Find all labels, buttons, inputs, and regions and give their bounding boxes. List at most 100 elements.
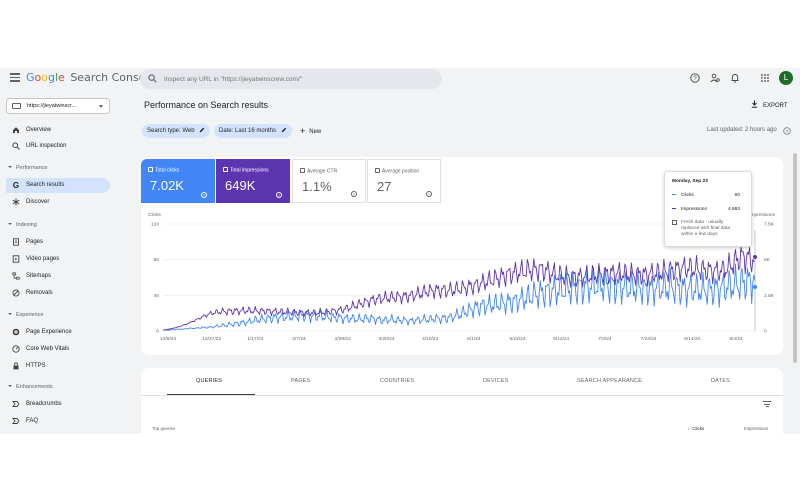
help-icon[interactable]: ? (201, 192, 207, 198)
filter-rows-icon[interactable] (763, 401, 771, 408)
help-icon[interactable]: ? (276, 192, 282, 198)
help-icon[interactable]: ? (351, 191, 357, 197)
x-axis-tick: 6/12/24 (553, 336, 569, 342)
tab-devices[interactable]: DEVICES (483, 378, 509, 384)
manage-users-icon[interactable] (710, 73, 720, 83)
tooltip-date: Monday, Sep 23 (672, 179, 708, 184)
export-button[interactable]: EXPORT (751, 100, 788, 109)
sidebar-item-breadcrumbs[interactable]: Breadcrumbs (6, 397, 110, 412)
tooltip-clicks-label: Clicks (681, 193, 694, 198)
x-axis-tick: 3/20/24 (378, 336, 394, 342)
tab-search-appearance[interactable]: SEARCH APPEARANCE (577, 378, 643, 384)
metric-average-ctr[interactable]: Average CTR 1.1% ? (292, 159, 366, 203)
date-filter-chip[interactable]: Date: Last 16 months (214, 124, 292, 138)
sidebar-section-experience[interactable]: Experience (8, 312, 44, 318)
tab-pages[interactable]: PAGES (291, 378, 311, 384)
sidebar-section-indexing[interactable]: Indexing (8, 222, 37, 228)
x-axis-tick: 12/6/23 (160, 336, 176, 342)
tooltip-clicks-value: 50 (734, 193, 740, 198)
pages-icon (13, 238, 19, 246)
sidebar-item-core-web-vitals[interactable]: Core Web Vitals (6, 342, 110, 357)
svg-text:?: ? (693, 76, 697, 82)
product-logo[interactable]: Google Search Console (26, 71, 156, 84)
tab-queries[interactable]: QUERIES (196, 378, 223, 384)
menu-icon[interactable] (10, 73, 20, 82)
column-header-top-queries[interactable]: Top queries (152, 426, 176, 431)
tab-countries[interactable]: COUNTRIES (380, 378, 415, 384)
sidebar-item-pages[interactable]: Pages (6, 235, 110, 250)
help-icon[interactable]: ? (783, 127, 791, 135)
lock-icon (13, 362, 19, 370)
page-scrollbar[interactable] (793, 153, 797, 363)
search-type-filter-chip[interactable]: Search type: Web (142, 124, 211, 138)
sidebar-section-performance[interactable]: Performance (8, 165, 48, 171)
sidebar-item-https[interactable]: HTTPS (6, 359, 110, 374)
left-axis-tick: 40 (154, 293, 160, 299)
x-axis-tick: 5/22/24 (510, 336, 526, 342)
column-header-clicks[interactable]: ↓ Clicks (687, 426, 705, 431)
tooltip-note-line: replaced with final data (681, 226, 731, 231)
metric-average-position[interactable]: Average position 27 ? (367, 159, 441, 203)
new-filter-button[interactable]: + New (300, 126, 322, 136)
sidebar-item-url-inspection[interactable]: URL inspection (6, 139, 110, 154)
chip-label: Search type: Web (147, 128, 195, 134)
sidebar-item-removals[interactable]: Removals (6, 286, 110, 301)
left-axis-tick: 80 (154, 257, 160, 263)
metric-value: 649K (225, 178, 256, 193)
apps-grid-icon[interactable] (760, 73, 770, 83)
x-axis-tick: 1/17/24 (247, 336, 263, 342)
plus-circle-icon (12, 328, 20, 336)
x-axis-tick: 7/24/24 (641, 336, 657, 342)
svg-text:G: G (13, 181, 19, 189)
checkbox-unchecked-icon[interactable] (300, 168, 305, 173)
url-inspect-search[interactable] (140, 69, 442, 89)
left-axis-label: Clicks (148, 212, 161, 218)
clicks-series-line (163, 263, 756, 331)
sidebar-item-discover[interactable]: Discover (6, 195, 110, 210)
impressions-swatch (672, 207, 676, 209)
sidebar-item-video-pages[interactable]: Video pages (6, 252, 110, 267)
account-avatar[interactable]: L (779, 71, 793, 85)
sidebar-item-label: Core Web Vitals (26, 345, 70, 352)
metric-total-impressions[interactable]: Total impressions 649K ? (216, 159, 290, 203)
property-icon (12, 103, 21, 109)
clicks-swatch (672, 193, 676, 195)
metric-label: Average CTR (307, 168, 338, 175)
edit-pencil-icon (200, 127, 205, 133)
sidebar-item-faq[interactable]: FAQ (6, 414, 110, 429)
sidebar-item-search-results[interactable]: G Search results (6, 178, 110, 193)
sidebar-item-overview[interactable]: Overview (6, 123, 110, 138)
performance-line-chart[interactable]: Clicks Impressions 120 80 40 0 7.5K 5K 2.5K 0 1… (141, 157, 783, 355)
help-icon[interactable]: ? (426, 191, 432, 197)
checkbox-checked-icon[interactable] (223, 167, 228, 172)
help-icon[interactable]: ? (690, 73, 700, 83)
right-axis-tick: 7.5K (764, 222, 775, 228)
sidebar-item-label: Sitemaps (26, 272, 52, 279)
sidebar-item-sitemaps[interactable]: Sitemaps (6, 269, 110, 284)
x-axis-tick: 9/4/24 (729, 336, 743, 342)
impressions-hover-dot (753, 255, 757, 259)
property-selector[interactable]: https://jieyatwinscr... (6, 98, 110, 114)
metric-total-clicks[interactable]: Total clicks 7.02K ? (141, 159, 215, 203)
sidebar-section-enhancements[interactable]: Enhancements (8, 384, 53, 390)
sidebar-item-label: Page Experience (26, 328, 72, 335)
tab-dates[interactable]: DATES (711, 378, 730, 384)
edit-pencil-icon (281, 127, 286, 133)
sitemap-icon (12, 272, 20, 280)
tooltip-impressions-label: Impressions (681, 207, 707, 212)
sidebar-item-label: Breadcrumbs (26, 400, 62, 407)
column-header-impressions[interactable]: Impressions (744, 426, 769, 431)
right-axis-label: Impressions (749, 212, 775, 218)
sidebar-item-page-experience[interactable]: Page Experience (6, 325, 110, 340)
url-inspect-input[interactable] (164, 72, 434, 86)
left-axis-tick: 120 (151, 222, 159, 228)
svg-text:?: ? (786, 129, 789, 135)
checkbox-unchecked-icon[interactable] (375, 168, 380, 173)
tooltip-note-line: Fresh data - usually (681, 220, 724, 225)
checkbox-checked-icon[interactable] (148, 167, 153, 172)
export-label: EXPORT (763, 103, 788, 109)
search-icon (148, 74, 157, 83)
notifications-bell-icon[interactable] (730, 73, 740, 83)
right-axis-tick: 0 (764, 329, 767, 335)
removals-icon (12, 289, 20, 297)
